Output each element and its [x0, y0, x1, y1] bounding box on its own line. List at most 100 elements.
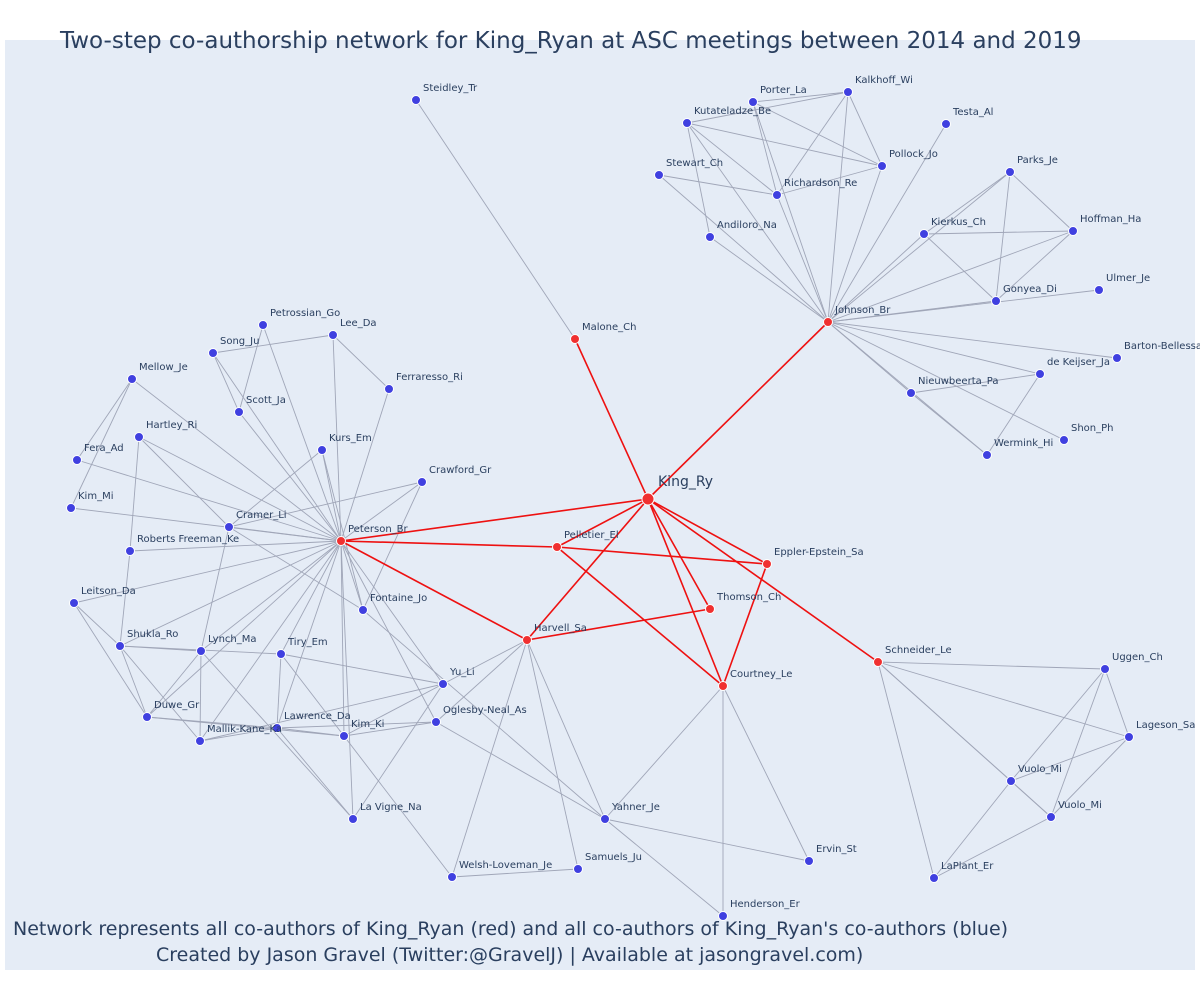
node-kim-mi[interactable] — [66, 503, 76, 513]
node-label: Vuolo_Mi — [1058, 800, 1102, 811]
node-petrossian-go[interactable] — [258, 320, 268, 330]
coauthor-edge — [76, 459, 342, 542]
node-label: Parks_Je — [1017, 155, 1058, 166]
coauthor-edge — [1104, 668, 1130, 738]
node-lee-da[interactable] — [328, 330, 338, 340]
node-richardson-re[interactable] — [772, 190, 782, 200]
node-wermink-hi[interactable] — [982, 450, 992, 460]
node-hartley-ri[interactable] — [134, 432, 144, 442]
node-welsh-loveman-je[interactable] — [447, 872, 457, 882]
node-label: Kim_Mi — [78, 491, 113, 502]
node-eppler-epstein-sa[interactable] — [762, 559, 772, 569]
node-ulmer-je[interactable] — [1094, 285, 1104, 295]
node-mallik-kane-ka[interactable] — [195, 736, 205, 746]
node-vuolo-mi[interactable] — [1006, 776, 1016, 786]
node-label: Lee_Da — [340, 318, 377, 329]
coauthor-edge — [722, 685, 810, 862]
node-malone-ch[interactable] — [570, 334, 580, 344]
node-label: King_Ry — [658, 474, 713, 490]
node-cramer-li[interactable] — [224, 522, 234, 532]
node-label: Kurs_Em — [329, 433, 372, 444]
node-yahner-je[interactable] — [600, 814, 610, 824]
node-crawford-gr[interactable] — [417, 477, 427, 487]
node-label: Andiloro_Na — [717, 220, 777, 231]
coauthor-edge — [923, 230, 1074, 235]
node-tiry-em[interactable] — [276, 649, 286, 659]
node-testa-al[interactable] — [941, 119, 951, 129]
node-mellow-je[interactable] — [127, 374, 137, 384]
node-harvell-sa[interactable] — [522, 635, 532, 645]
node-pollock-jo[interactable] — [877, 161, 887, 171]
node-courtney-le[interactable] — [718, 681, 728, 691]
node-label: Lawrence_Da — [284, 711, 351, 722]
node-leitson-da[interactable] — [69, 598, 79, 608]
node-peterson-br[interactable] — [336, 536, 346, 546]
node-kutateladze-be[interactable] — [682, 118, 692, 128]
node-label: Shukla_Ro — [127, 629, 178, 640]
node-label: Duwe_Gr — [154, 700, 200, 711]
direct-coauthor-edge — [556, 546, 768, 565]
node-scott-ja[interactable] — [234, 407, 244, 417]
node-de-keijser-ja[interactable] — [1035, 369, 1045, 379]
coauthor-edge — [686, 122, 829, 323]
node-kalkhoff-wi[interactable] — [843, 87, 853, 97]
node-ferraresso-ri[interactable] — [384, 384, 394, 394]
node-andiloro-na[interactable] — [705, 232, 715, 242]
node-hoffman-ha[interactable] — [1068, 226, 1078, 236]
coauthor-edge — [343, 721, 437, 737]
node-label: Shon_Ph — [1071, 423, 1114, 434]
coauthor-edge — [752, 91, 849, 103]
node-ervin-st[interactable] — [804, 856, 814, 866]
node-lageson-sa[interactable] — [1124, 732, 1134, 742]
node-nieuwbeerta-pa[interactable] — [906, 388, 916, 398]
node-barton-bellessa[interactable] — [1112, 353, 1122, 363]
footer-caption: Network represents all co-authors of Kin… — [13, 918, 1009, 940]
node-stewart-ch[interactable] — [654, 170, 664, 180]
node-label: Yu_Li — [449, 667, 475, 678]
node-thomson-ch[interactable] — [705, 604, 715, 614]
coauthor-edge — [332, 334, 390, 390]
node-fontaine-jo[interactable] — [358, 605, 368, 615]
node-duwe-gr[interactable] — [142, 712, 152, 722]
node-johnson-br[interactable] — [823, 317, 833, 327]
node-gonyea-di[interactable] — [991, 296, 1001, 306]
node-la-vigne-na[interactable] — [348, 814, 358, 824]
coauthor-edge — [776, 91, 849, 196]
coauthor-edge — [362, 481, 423, 611]
node-oglesby-neal-as[interactable] — [431, 717, 441, 727]
coauthor-edge — [228, 449, 323, 528]
node-henderson-er[interactable] — [718, 911, 728, 921]
coauthor-edge — [877, 661, 935, 879]
node-parks-je[interactable] — [1005, 167, 1015, 177]
node-schneider-le[interactable] — [873, 657, 883, 667]
node-fera-ad[interactable] — [72, 455, 82, 465]
node-samuels-ju[interactable] — [573, 864, 583, 874]
node-laplant-er[interactable] — [929, 873, 939, 883]
node-shon-ph[interactable] — [1059, 435, 1069, 445]
node-steidley-tr[interactable] — [411, 95, 421, 105]
node-song-ju[interactable] — [208, 348, 218, 358]
node-roberts-freeman-ke[interactable] — [125, 546, 135, 556]
node-kierkus-ch[interactable] — [919, 229, 929, 239]
direct-coauthor-edge — [556, 498, 649, 548]
node-kurs-em[interactable] — [317, 445, 327, 455]
node-vuolo-mi-2[interactable] — [1046, 812, 1056, 822]
node-kim-ki[interactable] — [339, 731, 349, 741]
node-label: Hartley_Ri — [146, 420, 197, 431]
coauthor-edge — [776, 194, 829, 323]
coauthor-edge — [340, 540, 444, 685]
node-lynch-ma[interactable] — [196, 646, 206, 656]
coauthor-edge — [752, 101, 829, 323]
coauthor-edge — [199, 683, 444, 742]
node-uggen-ch[interactable] — [1100, 664, 1110, 674]
node-label: La Vigne_Na — [360, 802, 422, 813]
node-lawrence-da[interactable] — [272, 723, 282, 733]
node-porter-la[interactable] — [748, 97, 758, 107]
node-king-ry[interactable] — [641, 492, 655, 506]
node-pelletier-el[interactable] — [552, 542, 562, 552]
node-shukla-ro[interactable] — [115, 641, 125, 651]
node-yu-li[interactable] — [438, 679, 448, 689]
coauthor-edge — [910, 392, 988, 456]
